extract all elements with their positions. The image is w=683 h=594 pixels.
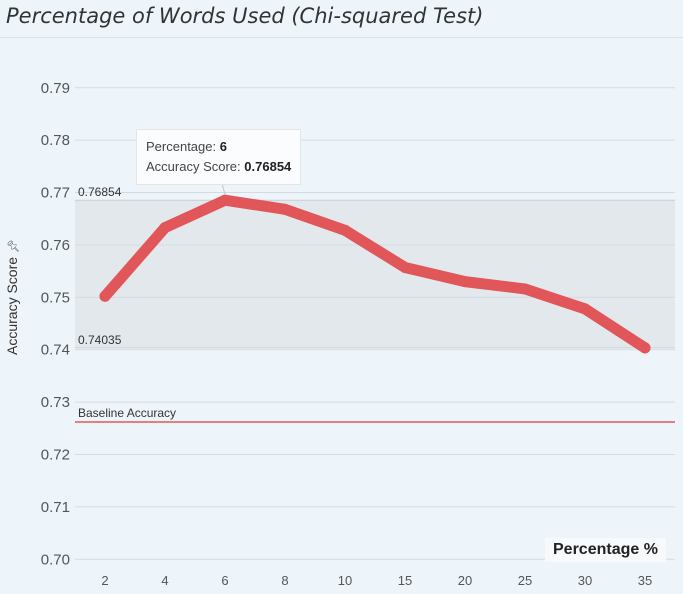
data-point[interactable] — [399, 261, 411, 273]
x-tick-label: 6 — [221, 573, 228, 588]
y-axis-label: Accuracy Score — [4, 256, 20, 355]
data-point[interactable] — [99, 290, 111, 302]
data-point[interactable] — [339, 224, 351, 236]
tooltip-percentage-label: Percentage: — [146, 139, 217, 154]
x-tick-label: 30 — [578, 573, 592, 588]
tooltip-accuracy-value: 0.76854 — [244, 159, 292, 174]
y-tick-label: 0.71 — [41, 499, 70, 516]
x-tick-label: 10 — [338, 573, 352, 588]
y-tick-label: 0.74 — [41, 342, 70, 359]
x-tick-label: 4 — [161, 573, 168, 588]
y-tick-label: 0.78 — [41, 132, 70, 149]
y-tick-label: 0.77 — [41, 185, 70, 202]
y-tick-label: 0.72 — [41, 447, 70, 464]
y-tick-label: 0.70 — [41, 551, 70, 568]
data-point[interactable] — [639, 342, 651, 354]
x-tick-label: 35 — [638, 573, 652, 588]
tooltip-accuracy-label: Accuracy Score: — [146, 159, 241, 174]
x-tick-label: 2 — [101, 573, 108, 588]
y-axis-title: Accuracy Score 📌︎ — [4, 239, 20, 355]
band-max-label: 0.76854 — [78, 185, 122, 199]
y-tick-label: 0.75 — [41, 289, 70, 306]
data-point[interactable] — [519, 283, 531, 295]
x-tick-label: 15 — [398, 573, 412, 588]
band-min-label: 0.74035 — [78, 333, 122, 347]
x-axis-title[interactable]: Percentage % — [545, 538, 666, 562]
x-tick-label: 25 — [518, 573, 532, 588]
pin-icon[interactable]: 📌︎ — [8, 238, 20, 253]
y-tick-label: 0.73 — [41, 394, 70, 411]
data-point[interactable] — [459, 276, 471, 288]
title-divider — [0, 37, 683, 38]
x-tick-label: 20 — [458, 573, 472, 588]
series-line[interactable] — [99, 194, 651, 354]
y-tick-label: 0.76 — [41, 237, 70, 254]
tooltip-percentage-value: 6 — [219, 139, 227, 154]
data-point-tooltip: Percentage: 6 Accuracy Score: 0.76854 — [136, 129, 302, 185]
chart-title: Percentage of Words Used (Chi-squared Te… — [6, 4, 484, 28]
baseline-label: Baseline Accuracy — [78, 406, 176, 420]
data-point[interactable] — [219, 194, 231, 206]
data-point[interactable] — [279, 203, 291, 215]
data-point[interactable] — [159, 222, 171, 234]
y-tick-label: 0.79 — [41, 80, 70, 97]
tooltip-percentage-row: Percentage: 6 — [146, 137, 291, 157]
x-tick-label: 8 — [281, 573, 288, 588]
data-point[interactable] — [579, 303, 591, 315]
tooltip-accuracy-row: Accuracy Score: 0.76854 — [146, 157, 291, 177]
